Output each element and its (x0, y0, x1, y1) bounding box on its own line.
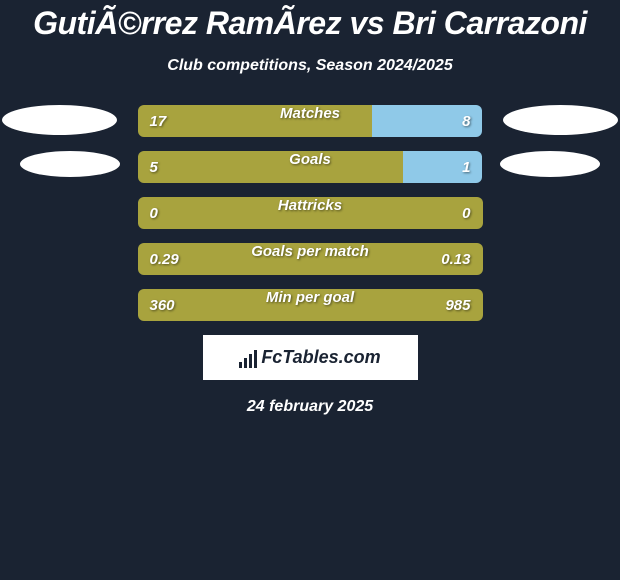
stat-value-left: 360 (150, 297, 175, 314)
brand-text: FcTables.com (261, 347, 380, 368)
decor-ellipse-right-1 (503, 105, 618, 135)
decor-ellipse-left-1 (2, 105, 117, 135)
stat-label: Goals (289, 151, 331, 168)
stat-bar: 0 0 Hattricks (138, 197, 483, 229)
stat-value-right: 0 (462, 205, 470, 222)
stat-label: Goals per match (251, 243, 369, 260)
stat-row: 360 985 Min per goal (0, 289, 620, 321)
stat-bar: 5 1 Goals (138, 151, 483, 183)
stats-area: 17 8 Matches 5 1 Goals 0 0 Hattricks 0.29 0.13 Goal… (0, 105, 620, 321)
stat-row: 0 0 Hattricks (0, 197, 620, 229)
stat-value-left: 5 (150, 159, 158, 176)
stat-value-left: 0 (150, 205, 158, 222)
decor-ellipse-left-2 (20, 151, 120, 177)
stat-row: 0.29 0.13 Goals per match (0, 243, 620, 275)
stat-value-right: 0.13 (441, 251, 470, 268)
stat-label: Matches (280, 105, 340, 122)
stat-bar: 17 8 Matches (138, 105, 483, 137)
stat-value-right: 1 (462, 159, 470, 176)
stat-label: Hattricks (278, 197, 342, 214)
stat-value-left: 0.29 (150, 251, 179, 268)
stat-bar: 360 985 Min per goal (138, 289, 483, 321)
stat-value-right: 985 (445, 297, 470, 314)
decor-ellipse-right-2 (500, 151, 600, 177)
stat-label: Min per goal (266, 289, 354, 306)
comparison-title: GutiÃ©rrez RamÃ­rez vs Bri Carrazoni (0, 5, 620, 42)
stat-value-left: 17 (150, 113, 167, 130)
branding-box: FcTables.com (203, 335, 418, 380)
chart-bars-icon (239, 348, 257, 368)
stat-value-right: 8 (462, 113, 470, 130)
generation-date: 24 february 2025 (0, 398, 620, 416)
stat-bar: 0.29 0.13 Goals per match (138, 243, 483, 275)
comparison-subtitle: Club competitions, Season 2024/2025 (0, 57, 620, 75)
